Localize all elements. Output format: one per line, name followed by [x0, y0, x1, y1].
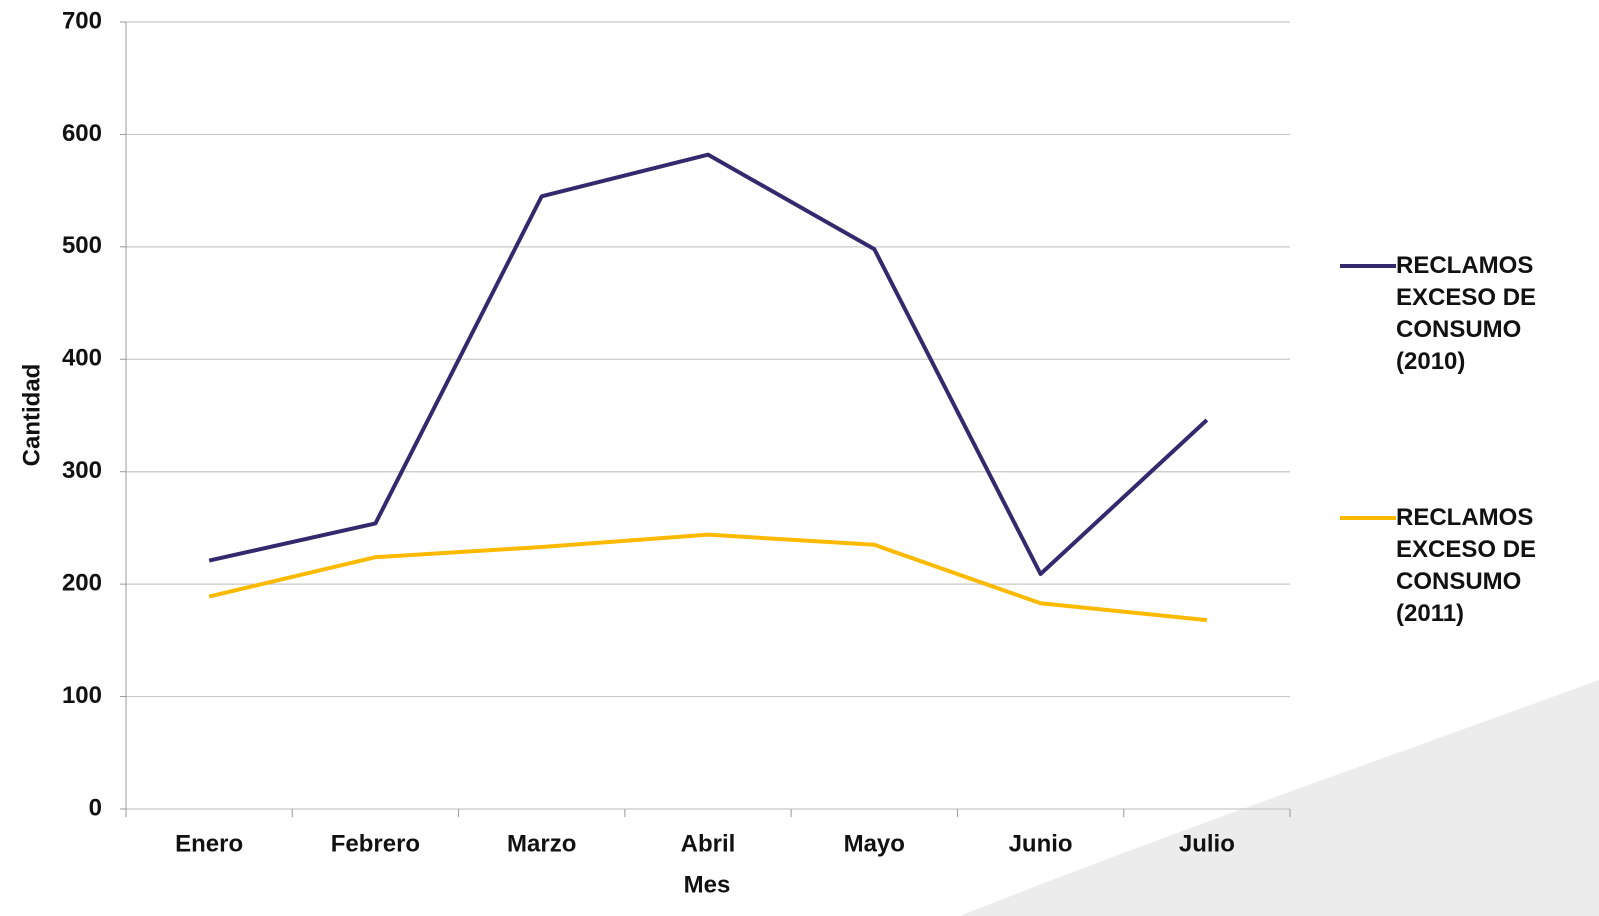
line-series: [208, 532, 1208, 623]
legend-label: RECLAMOS EXCESO DE CONSUMO (2010): [1396, 252, 1537, 375]
y-axis-title: Cantidad: [18, 364, 45, 467]
y-tick-label: 500: [62, 232, 102, 259]
y-tick-label: 200: [62, 569, 102, 596]
x-tick-label: Febrero: [331, 830, 420, 857]
legend-swatch: [1340, 264, 1396, 268]
legend-item: RECLAMOS EXCESO DE CONSUMO (2011): [1340, 502, 1556, 630]
line-series: [208, 152, 1209, 577]
x-tick-label: Abril: [681, 830, 736, 857]
x-tick-label: Julio: [1179, 830, 1235, 857]
legend-swatch: [1340, 516, 1396, 520]
x-tick-label: Mayo: [844, 830, 905, 857]
y-tick-label: 0: [89, 794, 102, 821]
x-tick-label: Enero: [175, 830, 243, 857]
x-axis-title: Mes: [684, 871, 731, 898]
background-shape: [960, 680, 1599, 916]
y-tick-label: 400: [62, 345, 102, 372]
legend-item: RECLAMOS EXCESO DE CONSUMO (2010): [1340, 250, 1556, 378]
y-tick-label: 100: [62, 682, 102, 709]
y-tick-label: 300: [62, 457, 102, 484]
x-tick-label: Marzo: [507, 830, 576, 857]
x-tick-label: Junio: [1009, 830, 1073, 857]
y-tick-label: 700: [62, 7, 102, 34]
legend-label: RECLAMOS EXCESO DE CONSUMO (2011): [1396, 504, 1537, 627]
y-tick-label: 600: [62, 120, 102, 147]
